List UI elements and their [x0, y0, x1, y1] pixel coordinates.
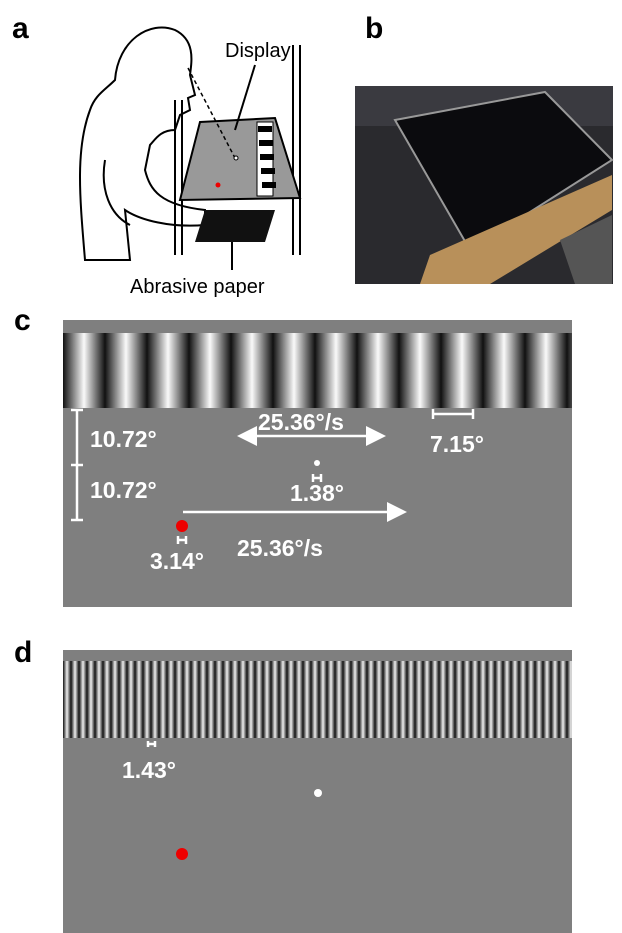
panel-label: b [365, 12, 383, 45]
annotation: 3.14° [150, 548, 204, 574]
grating [63, 333, 572, 408]
annotation: 25.36°/s [258, 409, 344, 435]
display-label: Display [225, 40, 291, 62]
target-point [176, 520, 188, 532]
panel-label: a [12, 12, 29, 45]
fixation-point [314, 789, 322, 797]
grating [63, 661, 572, 738]
figure: a Display Abrasive paper b c [0, 0, 622, 933]
annotation: 7.15° [430, 431, 484, 457]
panel-label: c [14, 304, 31, 337]
setup-drawing [80, 27, 300, 270]
annotation: 1.38° [290, 480, 344, 506]
target-point [176, 848, 188, 860]
panel-label: d [14, 636, 32, 669]
annotation: 1.43° [122, 757, 176, 783]
annotation: 10.72° [90, 477, 157, 503]
annotation: 10.72° [90, 426, 157, 452]
fixation-point [314, 460, 320, 466]
photo [355, 86, 613, 284]
annotation: 25.36°/s [237, 535, 323, 561]
paper-label: Abrasive paper [130, 276, 265, 298]
